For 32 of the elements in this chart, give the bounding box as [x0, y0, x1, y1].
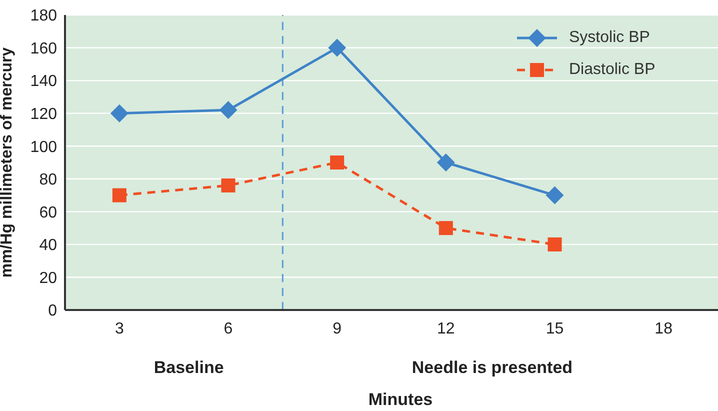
x-tick-label: 3: [114, 320, 124, 338]
y-tick-label: 100: [30, 138, 58, 156]
text: Needle is presented: [410, 358, 574, 378]
y-axis-title: mm/Hg millimeters of mercury: [0, 47, 16, 278]
point: [546, 186, 564, 204]
y-tick-label: 0: [48, 302, 58, 320]
legend-label: Systolic BP: [569, 29, 650, 47]
y-tick-label: 160: [30, 40, 58, 58]
y-tick-label: 40: [39, 237, 58, 254]
x-axis-title: Minutes: [367, 390, 434, 410]
y-tick-label: 80: [39, 172, 58, 189]
point: [438, 221, 453, 236]
point: [548, 237, 562, 252]
x-tick-label: 9: [332, 320, 342, 338]
text: Baseline: [152, 358, 225, 378]
x-tick-label: 15: [546, 320, 564, 338]
legend-label: Diastolic BP: [569, 61, 656, 79]
point: [330, 156, 344, 170]
point: [221, 178, 236, 192]
point: [436, 154, 455, 172]
y-tick-label: 60: [39, 204, 58, 222]
y-tick-label: 20: [39, 270, 58, 287]
point: [219, 101, 238, 120]
y-tick-label: 120: [30, 106, 58, 124]
point: [328, 38, 346, 57]
point: [112, 188, 126, 202]
point: [110, 104, 128, 122]
x-tick-label: 18: [654, 320, 673, 338]
x-tick-label: 12: [437, 320, 455, 338]
y-tick-label: 180: [30, 8, 58, 25]
x-tick-label: 6: [224, 320, 233, 338]
y-tick-label: 140: [30, 73, 58, 90]
